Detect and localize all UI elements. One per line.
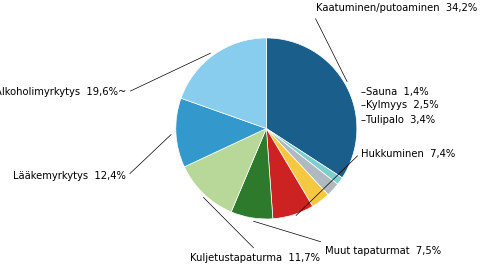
Wedge shape [266,128,328,206]
Wedge shape [184,128,266,212]
Text: Lääkemyrkytys  12,4%: Lääkemyrkytys 12,4% [13,171,126,181]
Text: –Tulipalo  3,4%: –Tulipalo 3,4% [361,115,435,125]
Wedge shape [266,128,342,184]
Text: –Sauna  1,4%: –Sauna 1,4% [361,87,429,97]
Wedge shape [266,128,313,219]
Text: Alkoholimyrkytys  19,6%~: Alkoholimyrkytys 19,6%~ [0,87,126,97]
Text: Kuljetustapaturma  11,7%: Kuljetustapaturma 11,7% [190,253,320,263]
Text: Kaatuminen/putoaminen  34,2%: Kaatuminen/putoaminen 34,2% [316,3,477,13]
Text: –Kylmyys  2,5%: –Kylmyys 2,5% [361,100,439,110]
Wedge shape [181,38,266,128]
Text: Muut tapaturmat  7,5%: Muut tapaturmat 7,5% [325,246,441,256]
Wedge shape [176,98,266,167]
Text: Hukkuminen  7,4%: Hukkuminen 7,4% [361,149,456,159]
Wedge shape [266,128,338,195]
Wedge shape [231,128,273,219]
Wedge shape [266,38,357,178]
